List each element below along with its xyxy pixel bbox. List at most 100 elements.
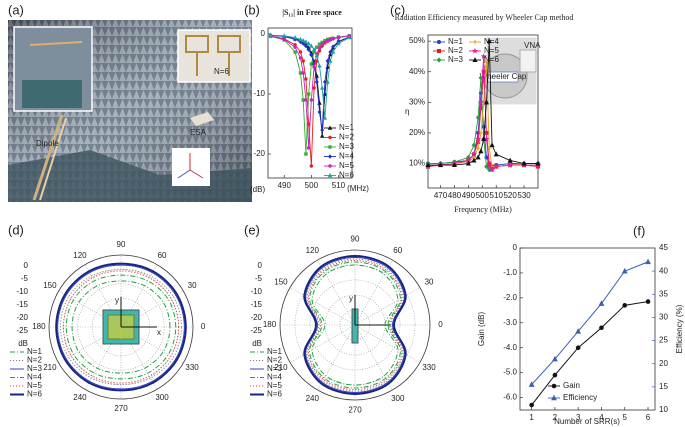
vna bbox=[519, 49, 537, 73]
esa bbox=[190, 112, 214, 126]
series-line bbox=[307, 259, 403, 391]
marker bbox=[535, 160, 541, 166]
marker bbox=[621, 267, 628, 274]
legend-label: N=1 bbox=[267, 347, 282, 356]
theta-tick-label: 60 bbox=[158, 251, 167, 260]
marker bbox=[327, 173, 333, 178]
legend-label: N=4 bbox=[27, 373, 42, 382]
marker bbox=[322, 115, 328, 120]
y-tick-label: -2.0 bbox=[503, 293, 517, 302]
legend-label: N=5 bbox=[484, 46, 499, 55]
panel-label: (b) bbox=[244, 2, 260, 17]
y-tick-label: 30% bbox=[409, 97, 425, 106]
marker bbox=[507, 157, 513, 163]
series-line bbox=[306, 258, 404, 392]
marker bbox=[480, 53, 487, 60]
grid-spoke bbox=[120, 326, 158, 390]
marker bbox=[309, 164, 314, 168]
axis-arrow bbox=[177, 169, 191, 179]
y2-tick-label: 15 bbox=[659, 382, 668, 391]
marker bbox=[328, 49, 333, 55]
y-axis-label: (dB) bbox=[250, 185, 265, 194]
marker bbox=[436, 39, 441, 44]
y-tick-label: -10 bbox=[253, 89, 265, 98]
r-tick-label: -20 bbox=[16, 313, 28, 322]
marker bbox=[475, 154, 481, 160]
annotation: ESA bbox=[190, 128, 207, 137]
marker bbox=[298, 50, 303, 54]
legend-label: N=5 bbox=[267, 381, 282, 390]
marker bbox=[506, 161, 514, 168]
series-line bbox=[531, 261, 649, 385]
marker bbox=[304, 152, 308, 156]
grid-spoke bbox=[354, 324, 393, 391]
marker bbox=[304, 98, 308, 102]
marker bbox=[282, 33, 287, 38]
marker bbox=[425, 162, 431, 168]
marker bbox=[268, 32, 273, 37]
r-unit: dB bbox=[18, 339, 28, 348]
marker bbox=[436, 48, 441, 53]
legend-label: N=5 bbox=[339, 161, 354, 170]
legend-label: N=6 bbox=[27, 390, 42, 399]
y-tick-label: 20% bbox=[409, 128, 425, 137]
marker bbox=[486, 163, 493, 170]
marker bbox=[312, 86, 316, 90]
legend-label: N=3 bbox=[448, 55, 463, 64]
marker bbox=[336, 41, 341, 46]
marker bbox=[575, 345, 581, 350]
x-tick-label: 490 bbox=[278, 181, 292, 190]
marker bbox=[551, 383, 557, 389]
legend-label: N=2 bbox=[27, 356, 42, 365]
panel-label: (f) bbox=[633, 223, 645, 238]
theta-tick-label: 30 bbox=[188, 281, 197, 290]
x-tick-label: 510 bbox=[332, 181, 346, 190]
y-tick-label: -5.0 bbox=[503, 368, 517, 377]
marker bbox=[325, 38, 330, 43]
grid-spoke bbox=[354, 287, 421, 326]
legend-label: Efficiency bbox=[563, 393, 597, 402]
y-tick-label: -1.0 bbox=[503, 268, 517, 277]
marker bbox=[301, 38, 306, 43]
marker bbox=[471, 142, 477, 148]
marker bbox=[327, 125, 333, 130]
theta-tick-label: 120 bbox=[306, 246, 320, 255]
y2-tick-label: 35 bbox=[659, 289, 668, 298]
marker bbox=[478, 130, 484, 136]
y-tick-label: 0 bbox=[261, 29, 266, 38]
marker bbox=[306, 92, 311, 96]
x-axis-label: Number of SRR(s) bbox=[554, 417, 620, 426]
marker bbox=[521, 160, 527, 166]
marker bbox=[493, 163, 500, 170]
inset-photo bbox=[177, 29, 251, 83]
grid-spoke bbox=[120, 290, 184, 328]
marker bbox=[298, 56, 303, 60]
marker bbox=[489, 142, 495, 148]
series-line bbox=[62, 270, 180, 384]
marker bbox=[323, 40, 327, 45]
legend-label: N=2 bbox=[339, 133, 354, 142]
marker bbox=[330, 49, 336, 54]
marker bbox=[315, 45, 319, 49]
grid-spoke bbox=[317, 259, 356, 326]
marker bbox=[293, 45, 297, 49]
r-unit: dB bbox=[252, 339, 262, 348]
x-tick-label: 500 bbox=[476, 191, 490, 200]
legend-label: N=4 bbox=[484, 37, 499, 46]
theta-tick-label: 330 bbox=[422, 363, 436, 372]
marker bbox=[293, 50, 297, 54]
r-tick-label: 0 bbox=[24, 261, 29, 270]
series-line bbox=[65, 274, 177, 380]
annotation: Dipole bbox=[36, 139, 59, 148]
legend-label: N=5 bbox=[27, 381, 42, 390]
legend-label: N=3 bbox=[339, 142, 354, 151]
grid-spoke bbox=[58, 290, 122, 328]
chart-title: Radiation Efficiency measured by Wheeler… bbox=[395, 13, 574, 22]
marker bbox=[551, 394, 557, 401]
marker bbox=[317, 42, 322, 46]
y2-tick-label: 45 bbox=[659, 243, 668, 252]
dipole-stand bbox=[32, 114, 64, 201]
marker bbox=[477, 99, 485, 106]
marker bbox=[488, 166, 496, 173]
legend-label: N=3 bbox=[27, 364, 42, 373]
